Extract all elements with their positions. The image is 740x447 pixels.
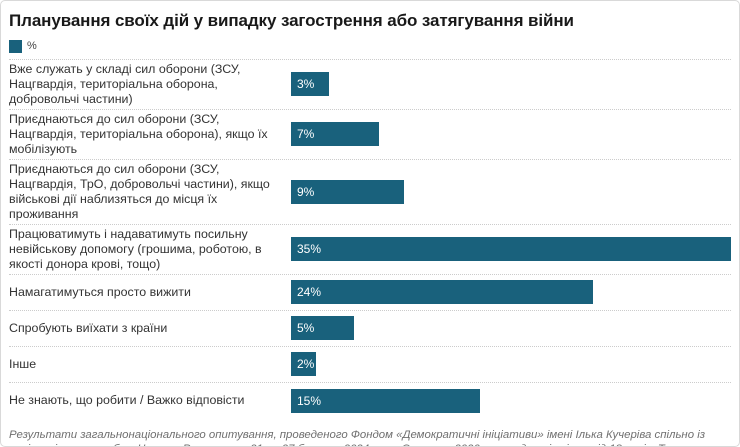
bar-track: 3% xyxy=(291,72,731,97)
chart-row: Інше 2% xyxy=(9,347,731,383)
bar-value-label: 24% xyxy=(297,285,322,300)
bar-label: Не знають, що робити / Важко відповісти xyxy=(9,393,245,408)
bar-track: 9% xyxy=(291,179,731,204)
bar: 9% xyxy=(291,179,405,204)
bar-value-label: 2% xyxy=(297,357,315,372)
bar-value-label: 35% xyxy=(297,242,322,257)
bar-track: 15% xyxy=(291,388,731,413)
bar: 5% xyxy=(291,316,354,341)
chart-notes: Результати загальнонаціонального опитува… xyxy=(9,428,724,446)
bar-label: Працюватимуть і надаватимуть посильну не… xyxy=(9,226,262,271)
bar-label: Інше xyxy=(9,356,37,371)
bar-label: Вже служать у складі сил оборони (ЗСУ, Н… xyxy=(9,61,241,106)
bar-track: 35% xyxy=(291,237,731,262)
bar-track: 24% xyxy=(291,280,731,305)
bar: 15% xyxy=(291,388,480,413)
legend-label: % xyxy=(27,39,37,52)
bar-value-label: 9% xyxy=(297,184,315,199)
bar-label: Приєднаються до сил оборони (ЗСУ, Нацгва… xyxy=(9,111,268,156)
chart-row: Намагатимуться просто вижити 24% xyxy=(9,275,731,311)
legend-swatch xyxy=(9,39,22,53)
chart-row: Працюватимуть і надаватимуть посильну не… xyxy=(9,225,731,275)
bar-label: Намагатимуться просто вижити xyxy=(9,284,191,299)
bar-track: 2% xyxy=(291,352,731,377)
bar: 3% xyxy=(291,72,329,97)
bar-value-label: 3% xyxy=(297,77,315,92)
bar-value-label: 15% xyxy=(297,393,322,408)
bar: 35% xyxy=(291,237,731,262)
bar-track: 5% xyxy=(291,316,731,341)
chart-row: Спробують виїхати з країни 5% xyxy=(9,311,731,347)
bar-label: Приєднаються до сил оборони (ЗСУ, Нацгва… xyxy=(9,161,270,221)
chart-row: Вже служать у складі сил оборони (ЗСУ, Н… xyxy=(9,58,731,110)
chart-row: Приєднаються до сил оборони (ЗСУ, Нацгва… xyxy=(9,110,731,160)
legend: % xyxy=(9,39,731,53)
chart-rows: Вже служать у складі сил оборони (ЗСУ, Н… xyxy=(9,58,731,419)
chart-title: Планування своїх дій у випадку загострен… xyxy=(9,11,574,30)
chart-row: Не знають, що робити / Важко відповісти … xyxy=(9,383,731,419)
bar-track: 7% xyxy=(291,122,731,147)
bar: 2% xyxy=(291,352,317,377)
chart-row: Приєднаються до сил оборони (ЗСУ, Нацгва… xyxy=(9,160,731,225)
bar-value-label: 5% xyxy=(297,321,315,336)
bar: 7% xyxy=(291,122,379,147)
bar: 24% xyxy=(291,280,593,305)
bar-label: Спробують виїхати з країни xyxy=(9,320,168,335)
bar-value-label: 7% xyxy=(297,127,315,142)
